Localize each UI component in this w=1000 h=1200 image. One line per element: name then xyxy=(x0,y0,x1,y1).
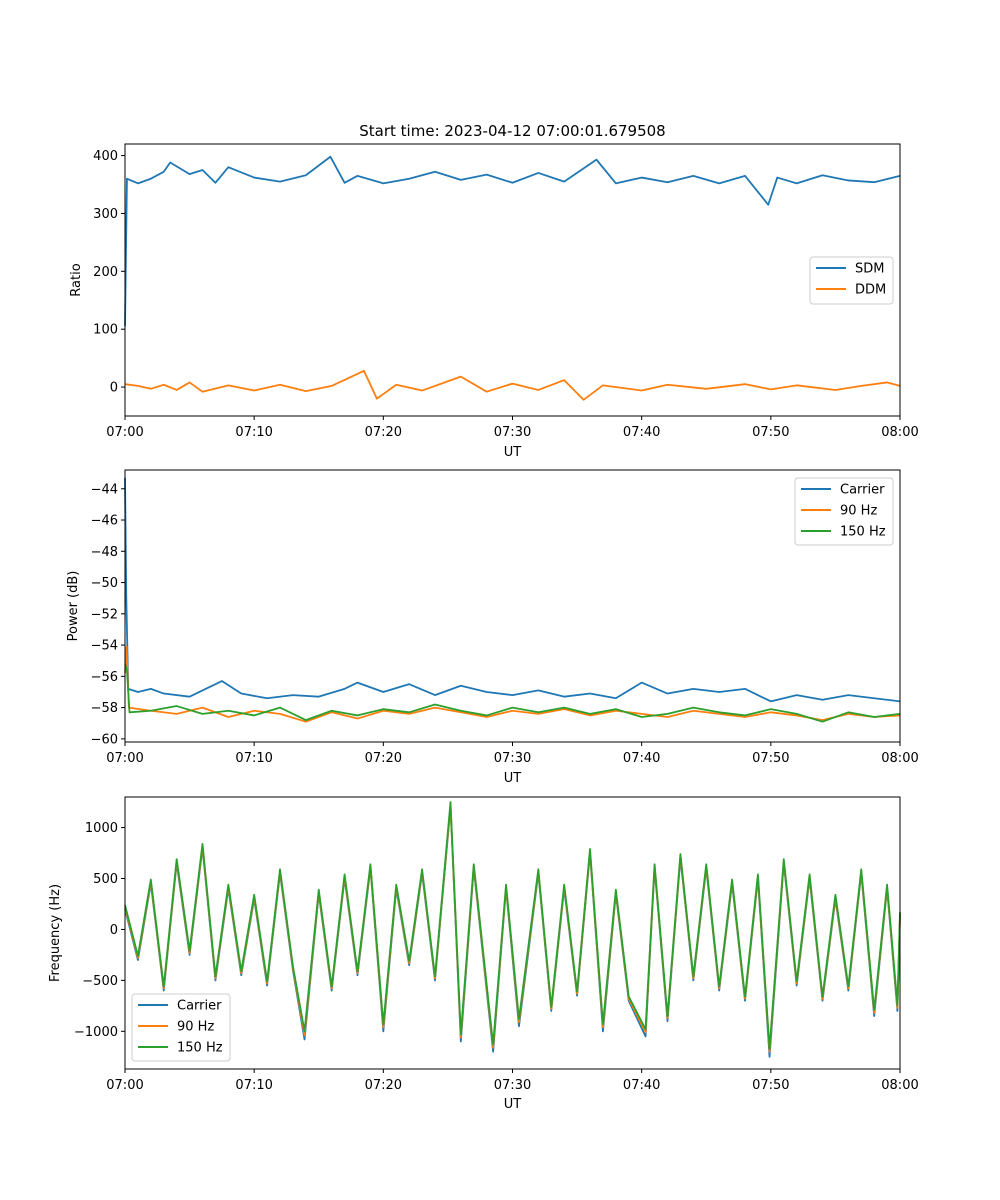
power-x-tick-label: 07:30 xyxy=(494,751,531,766)
frequency-legend: Carrier 90 Hz 150 Hz xyxy=(131,993,231,1062)
ratio-x-tick-label: 07:50 xyxy=(752,425,789,440)
ratio-y-tick-label: 100 xyxy=(93,323,118,338)
ratio-panel: Start time: 2023-04-12 07:00:01.679508 0… xyxy=(69,122,919,460)
power-x-tick-label: 07:20 xyxy=(365,751,402,766)
frequency-legend-label-90hz: 90 Hz xyxy=(177,1020,214,1035)
power-series-layer xyxy=(124,477,901,723)
power-legend-box xyxy=(794,477,894,546)
chart-title: Start time: 2023-04-12 07:00:01.679508 xyxy=(359,122,665,140)
ratio-series-layer xyxy=(124,155,901,401)
frequency-x-axis-label: UT xyxy=(504,1097,522,1112)
ratio-y-tick-label: 200 xyxy=(93,265,118,280)
ratio-x-tick-label: 07:00 xyxy=(106,425,143,440)
power-x-axis-label: UT xyxy=(504,771,522,786)
frequency-x-tick-label: 07:50 xyxy=(752,1078,789,1093)
power-x-tick-label: 07:50 xyxy=(752,751,789,766)
ratio-y-axis: 0 100 200 300 400 xyxy=(93,149,125,396)
frequency-legend-box xyxy=(131,993,231,1062)
frequency-x-tick-label: 07:10 xyxy=(235,1078,272,1093)
frequency-y-tick-label: 0 xyxy=(110,923,118,938)
power-x-tick-label: 07:10 xyxy=(235,751,272,766)
power-x-tick-label: 08:00 xyxy=(881,751,918,766)
frequency-x-tick-label: 07:40 xyxy=(623,1078,660,1093)
power-y-axis-label: Power (dB) xyxy=(66,571,81,642)
frequency-y-tick-label: −500 xyxy=(82,974,118,989)
power-series-150hz xyxy=(124,663,901,723)
frequency-y-tick-label: −1000 xyxy=(74,1025,118,1040)
frequency-legend-label-carrier: Carrier xyxy=(177,999,222,1014)
power-x-tick-label: 07:00 xyxy=(106,751,143,766)
power-legend-label-90hz: 90 Hz xyxy=(840,504,877,519)
power-legend-label-carrier: Carrier xyxy=(840,483,885,498)
frequency-x-tick-label: 07:00 xyxy=(106,1078,143,1093)
ratio-series-ddm xyxy=(124,369,901,401)
frequency-x-tick-label: 07:20 xyxy=(365,1078,402,1093)
ratio-x-tick-label: 07:30 xyxy=(494,425,531,440)
ratio-legend-label-ddm: DDM xyxy=(855,283,886,298)
ratio-y-tick-label: 400 xyxy=(93,149,118,164)
power-y-tick-label: −46 xyxy=(91,514,118,529)
frequency-x-tick-label: 08:00 xyxy=(881,1078,918,1093)
power-y-tick-label: −54 xyxy=(91,639,118,654)
power-x-tick-label: 07:40 xyxy=(623,751,660,766)
power-y-tick-label: −52 xyxy=(91,607,118,622)
power-y-tick-label: −50 xyxy=(91,576,118,591)
frequency-legend-label-150hz: 150 Hz xyxy=(177,1041,223,1056)
power-y-tick-label: −44 xyxy=(91,482,118,497)
frequency-series-150hz xyxy=(124,801,901,1050)
frequency-series-layer xyxy=(124,801,901,1058)
power-legend-label-150hz: 150 Hz xyxy=(840,525,886,540)
frequency-x-axis: 07:00 07:10 07:20 07:30 07:40 07:50 08:00 xyxy=(106,1069,919,1093)
power-series-90hz xyxy=(124,645,901,723)
ratio-x-tick-label: 07:10 xyxy=(235,425,272,440)
ratio-x-tick-label: 07:40 xyxy=(623,425,660,440)
frequency-y-axis: −1000 −500 0 500 1000 xyxy=(74,821,125,1040)
power-y-axis: −60 −58 −56 −54 −52 −50 −48 −46 −44 xyxy=(91,482,125,747)
power-y-tick-label: −56 xyxy=(91,670,118,685)
power-legend: Carrier 90 Hz 150 Hz xyxy=(794,477,894,546)
power-y-tick-label: −60 xyxy=(91,732,118,747)
ratio-x-tick-label: 08:00 xyxy=(881,425,918,440)
frequency-x-tick-label: 07:30 xyxy=(494,1078,531,1093)
ratio-y-tick-label: 0 xyxy=(110,381,118,396)
frequency-y-axis-label: Frequency (Hz) xyxy=(48,884,63,982)
power-y-tick-label: −58 xyxy=(91,701,118,716)
ratio-x-axis: 07:00 07:10 07:20 07:30 07:40 07:50 08:00 xyxy=(106,416,919,440)
frequency-y-tick-label: 1000 xyxy=(85,821,118,836)
ratio-y-axis-label: Ratio xyxy=(69,263,84,296)
frequency-y-tick-label: 500 xyxy=(93,872,118,887)
power-y-tick-label: −48 xyxy=(91,545,118,560)
power-series-carrier xyxy=(124,477,901,703)
ratio-y-tick-label: 300 xyxy=(93,207,118,222)
power-panel: −60−58−56−54−52−50−48−46−44 07:00 07:10 07… xyxy=(66,469,919,786)
ratio-series-sdm xyxy=(124,155,901,327)
ratio-x-axis-label: UT xyxy=(504,445,522,460)
ratio-legend-label-sdm: SDM xyxy=(855,262,884,277)
power-x-axis: 07:00 07:10 07:20 07:30 07:40 07:50 08:00 xyxy=(106,742,919,766)
ratio-legend: SDM DDM xyxy=(809,256,894,305)
ratio-x-tick-label: 07:20 xyxy=(365,425,402,440)
